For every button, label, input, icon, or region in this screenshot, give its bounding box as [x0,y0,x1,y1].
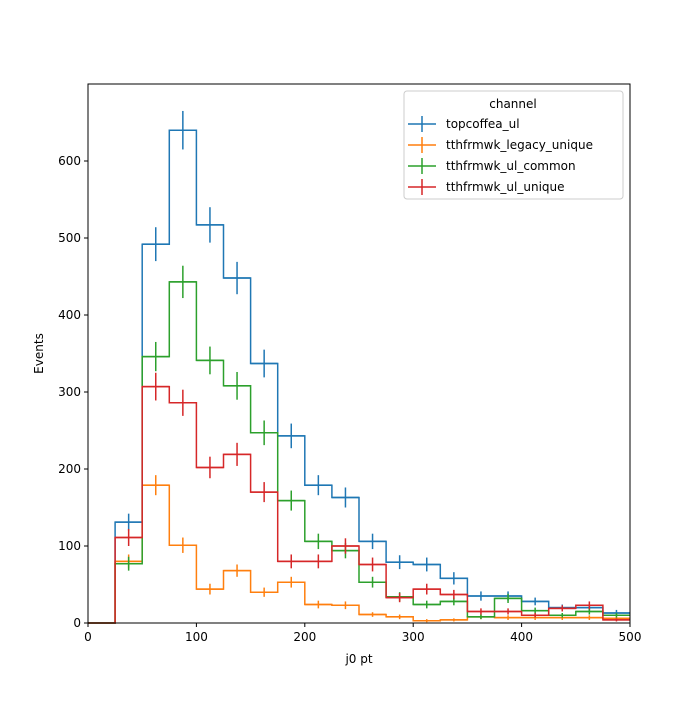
legend: channel topcoffea_ul tthfrmwk_legacy_uniq… [403,90,624,200]
y-tick-label: 600 [58,154,81,168]
legend-label: tthfrmwk_ul_unique [446,180,565,194]
series-tthfrmwk_ul_unique [88,372,630,624]
legend-label: tthfrmwk_legacy_unique [446,138,593,152]
series-tthfrmwk_ul_common [88,265,630,624]
y-tick-label: 300 [58,385,81,399]
y-tick-label: 400 [58,308,81,322]
x-tick-label: 0 [84,630,92,644]
x-tick-label: 300 [402,630,425,644]
legend-label: topcoffea_ul [446,117,520,131]
x-tick-label: 200 [293,630,316,644]
x-axis-label: j0 pt [344,652,372,666]
y-axis: 0 100 200 300 400 500 600 [58,154,88,630]
x-tick-label: 100 [185,630,208,644]
axes-frame [87,83,631,624]
y-tick-label: 200 [58,462,81,476]
x-tick-label: 400 [510,630,533,644]
x-axis: 0 100 200 300 400 500 [84,623,641,644]
y-tick-label: 100 [58,539,81,553]
x-tick-label: 500 [619,630,642,644]
legend-title: channel [489,97,536,111]
y-axis-label: Events [32,333,46,374]
y-tick-label: 500 [58,231,81,245]
legend-label: tthfrmwk_ul_common [446,159,576,173]
legend-frame [403,90,624,200]
y-tick-label: 0 [73,616,81,630]
legend-entries: topcoffea_ul tthfrmwk_legacy_uniquetthfrm… [408,116,593,195]
plot-area [88,110,630,624]
